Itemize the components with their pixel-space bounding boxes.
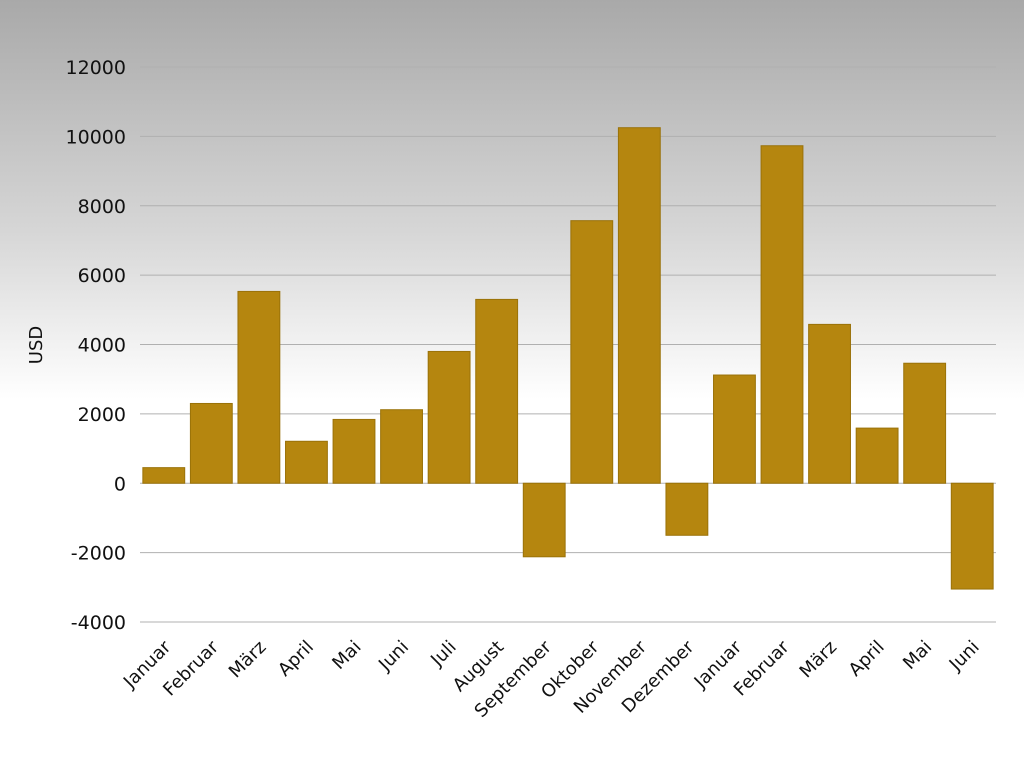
y-tick-label: 8000 xyxy=(78,196,126,218)
bars xyxy=(142,127,994,590)
y-axis-ticks: 12000 10000 8000 6000 4000 2000 0 -2000 -4000 xyxy=(66,57,126,634)
y-axis-title: USD xyxy=(26,326,47,364)
x-tick-label: April xyxy=(845,637,889,681)
bar xyxy=(665,482,709,536)
y-tick-label: 6000 xyxy=(78,265,126,287)
bar xyxy=(237,290,281,484)
bar xyxy=(189,402,233,484)
x-tick-label: Mai xyxy=(328,637,365,674)
gridlines xyxy=(140,66,996,623)
y-tick-label: -4000 xyxy=(71,612,126,634)
y-tick-label: 10000 xyxy=(66,126,126,148)
bar xyxy=(380,409,423,484)
bar xyxy=(855,427,899,484)
x-tick-label: April xyxy=(274,637,318,681)
y-tick-label: -2000 xyxy=(71,543,126,565)
bar xyxy=(950,482,994,590)
bar xyxy=(285,440,328,484)
x-tick-label: März xyxy=(225,637,271,683)
bar xyxy=(522,482,566,558)
y-tick-label: 0 xyxy=(114,473,126,495)
x-tick-label: Juli xyxy=(426,637,460,671)
x-tick-label: Mai xyxy=(899,637,936,674)
bar xyxy=(475,298,519,484)
bar xyxy=(903,362,947,484)
bar xyxy=(617,127,661,484)
bar xyxy=(427,350,471,484)
x-tick-label: März xyxy=(796,637,842,683)
bar xyxy=(808,323,851,484)
bar xyxy=(332,418,376,484)
bar xyxy=(760,145,804,484)
y-tick-label: 2000 xyxy=(78,404,126,426)
y-tick-label: 4000 xyxy=(78,335,126,357)
y-tick-label: 12000 xyxy=(66,57,126,79)
bar xyxy=(713,374,756,484)
bar xyxy=(142,467,186,484)
x-tick-label: Juni xyxy=(374,637,413,676)
bar xyxy=(570,220,614,484)
x-tick-label: Juni xyxy=(945,637,984,676)
